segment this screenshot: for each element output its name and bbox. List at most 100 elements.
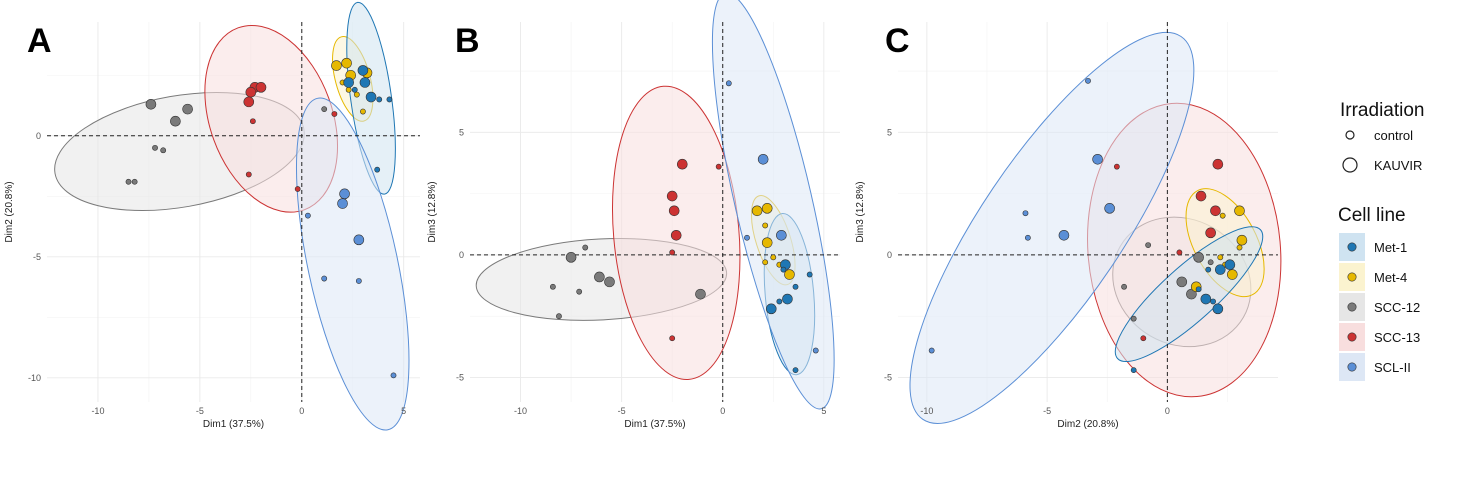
x-tick-label: 5 <box>821 406 826 416</box>
x-tick-label: 5 <box>401 406 406 416</box>
x-tick-label: -10 <box>91 406 104 416</box>
point-met-4-kauvir <box>761 203 773 214</box>
point-scc-12-control <box>160 147 167 154</box>
point-scl-ii-kauvir <box>757 153 769 165</box>
point-met-4-kauvir <box>1227 269 1238 280</box>
point-met-4-control <box>345 86 352 93</box>
point-met-1-control <box>351 86 358 93</box>
point-scl-ii-kauvir <box>776 229 787 241</box>
panel-c: -10 -5 0 -5 0 5 Dim2 (20.8%) Dim3 (12.8%) <box>855 22 1282 430</box>
point-scc-13-control <box>1113 163 1120 170</box>
x-tick-label: -10 <box>514 406 527 416</box>
point-scc-13-kauvir <box>668 205 680 217</box>
point-scl-ii-kauvir <box>339 188 350 200</box>
confidence-ellipses <box>54 1 410 431</box>
point-scc-13-kauvir <box>670 229 682 241</box>
point-scc-12-control <box>1130 315 1137 322</box>
legend-kauvir-marker <box>1342 157 1358 173</box>
point-scl-ii-kauvir <box>337 198 348 209</box>
y-tick-label: 0 <box>36 131 41 141</box>
point-met-4-kauvir <box>331 60 342 71</box>
point-met-1-kauvir <box>1214 264 1226 275</box>
point-scc-13-kauvir <box>243 96 255 108</box>
point-scc-13-control <box>1140 335 1147 342</box>
panel-letter-a: A <box>27 22 52 60</box>
point-scl-ii-control <box>928 347 935 354</box>
point-met-1-control <box>386 96 393 103</box>
point-met-4-kauvir <box>784 269 795 280</box>
y-tick-label: 0 <box>459 250 464 260</box>
point-scl-ii-kauvir <box>353 234 365 246</box>
confidence-ellipses <box>475 0 835 410</box>
x-tick-label: -5 <box>196 406 204 416</box>
point-scl-ii-control <box>1024 234 1031 241</box>
point-scc-12-control <box>582 244 589 251</box>
point-scc-13-control <box>294 186 301 192</box>
point-met-4-control <box>1217 254 1224 261</box>
x-tick-label: 0 <box>720 406 725 416</box>
point-met-1-kauvir <box>1212 303 1224 315</box>
legend-label-met-1: Met-1 <box>1374 240 1407 255</box>
point-scc-12-kauvir <box>604 276 615 288</box>
data-points <box>928 77 1248 374</box>
point-scc-13-control <box>1176 249 1183 256</box>
point-scc-13-kauvir <box>676 158 688 170</box>
y-tick-label: 5 <box>459 127 464 137</box>
y-tick-label: -10 <box>28 373 41 383</box>
point-scl-ii-control <box>390 372 397 379</box>
legend-label-scc-13: SCC-13 <box>1374 330 1420 345</box>
point-scc-12-control <box>1145 242 1152 248</box>
point-scl-ii-kauvir <box>1058 229 1070 241</box>
data-points <box>549 80 819 374</box>
point-scc-13-control <box>331 111 338 117</box>
point-scc-12-kauvir <box>170 115 181 127</box>
point-met-4-control <box>1219 212 1226 219</box>
point-met-4-kauvir <box>1234 205 1245 217</box>
legend-control-label: control <box>1374 128 1413 143</box>
point-scl-ii-kauvir <box>1092 153 1103 165</box>
x-tick-label: -10 <box>920 406 933 416</box>
y-axis-label: Dim2 (20.8%) <box>4 181 15 242</box>
point-scc-12-control <box>321 106 328 113</box>
point-met-4-control <box>360 108 366 115</box>
point-scc-12-kauvir <box>594 271 605 283</box>
y-tick-label: -5 <box>33 252 41 262</box>
legend-marker-scc-12 <box>1347 302 1357 312</box>
point-scc-12-control <box>131 178 138 185</box>
point-scc-12-kauvir <box>695 288 706 300</box>
point-met-4-control <box>762 259 769 266</box>
data-points <box>125 57 397 379</box>
point-scc-13-kauvir <box>255 82 267 93</box>
legend-cellline-title: Cell line <box>1338 205 1406 226</box>
point-scc-12-control <box>125 178 132 185</box>
point-met-1-kauvir <box>1200 293 1212 305</box>
point-scc-13-kauvir <box>1212 158 1224 170</box>
y-tick-label: -5 <box>456 372 464 382</box>
legend-marker-met-4 <box>1347 272 1357 282</box>
point-scc-12-control <box>549 283 556 290</box>
point-met-1-kauvir <box>359 77 371 88</box>
point-scc-12-control <box>1207 259 1214 266</box>
point-scc-12-kauvir <box>145 98 157 110</box>
legend-control-marker <box>1345 130 1355 140</box>
point-scc-13-control <box>249 118 256 125</box>
point-met-1-kauvir <box>343 77 354 88</box>
x-tick-label: -5 <box>618 406 626 416</box>
point-met-1-control <box>792 283 799 290</box>
point-met-1-control <box>776 298 783 305</box>
legend-label-scl-ii: SCL-II <box>1374 360 1411 375</box>
legend-marker-scc-13 <box>1347 332 1357 342</box>
y-axis-label: Dim3 (12.8%) <box>855 181 866 242</box>
point-met-4-control <box>1236 244 1243 251</box>
point-met-1-control <box>376 96 383 103</box>
point-scc-12-kauvir <box>182 103 193 115</box>
point-scc-13-control <box>245 171 252 178</box>
point-met-1-kauvir <box>357 65 369 76</box>
ellipse-scl-ii <box>711 0 835 410</box>
panel-letter-b: B <box>455 22 480 60</box>
y-axis-label: Dim3 (12.8%) <box>427 181 438 242</box>
point-met-4-control <box>353 91 360 98</box>
point-met-1-control <box>374 166 381 173</box>
point-scc-13-control <box>715 163 722 170</box>
